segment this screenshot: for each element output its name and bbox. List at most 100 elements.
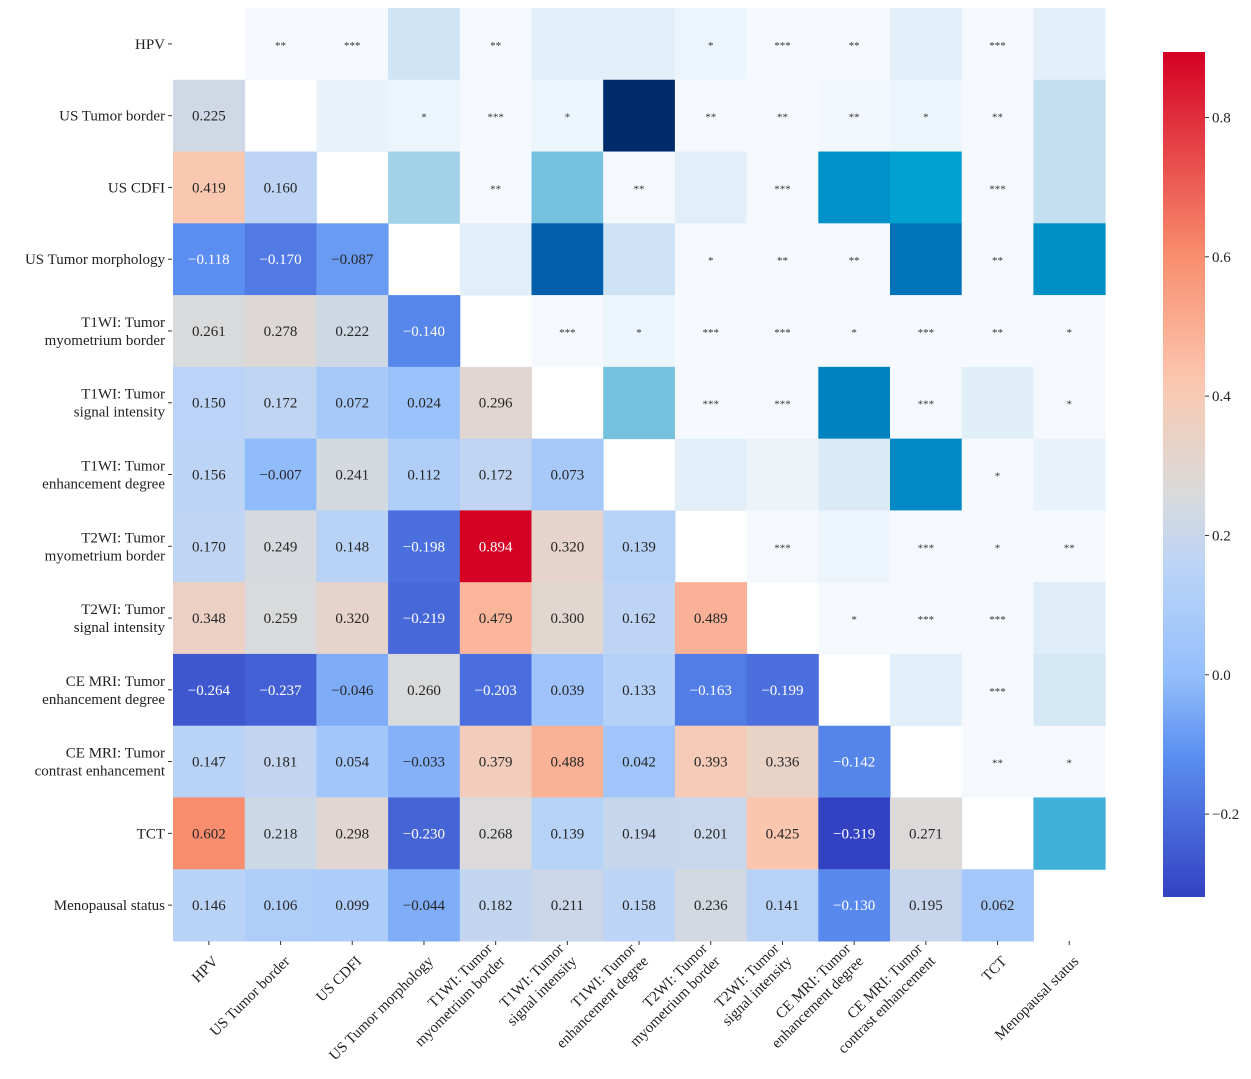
heatmap-cell: [818, 797, 891, 870]
heatmap-cell: [531, 869, 604, 942]
significance-cell: [890, 582, 963, 655]
significance-cell: [961, 438, 1034, 511]
x-tick-label: TCT: [979, 954, 1010, 985]
significance-cell: [890, 151, 963, 224]
heatmap-cell: [388, 438, 461, 511]
cell-value-label: 0.201: [694, 826, 728, 842]
x-tick-label: US Tumor border: [207, 954, 293, 1040]
significance-cell: [603, 79, 676, 153]
cell-value-label: 0.099: [335, 898, 369, 914]
significance-cell: [890, 366, 963, 440]
significance-cell: [674, 295, 748, 368]
heatmap-cell: [746, 797, 819, 870]
significance-cell: [890, 653, 963, 727]
heatmap-cell: [674, 797, 748, 870]
significance-stars: ***: [344, 40, 361, 52]
colorbar: [1163, 52, 1205, 897]
significance-stars: ***: [989, 614, 1006, 626]
heatmap-cell: [388, 510, 461, 583]
significance-cell: [316, 79, 389, 153]
y-tick-label: TCT: [137, 826, 165, 842]
cell-value-label: 0.054: [335, 755, 369, 771]
significance-stars: **: [490, 40, 501, 52]
heatmap-cell: [244, 295, 317, 368]
heatmap-cell: [459, 582, 532, 655]
cell-value-label: 0.479: [479, 611, 513, 627]
significance-cell: [1033, 797, 1106, 870]
significance-stars: *: [995, 542, 1001, 554]
heatmap-cell: [388, 797, 461, 870]
colorbar-tick-label: −0.2: [1212, 807, 1239, 823]
significance-stars: ***: [918, 327, 935, 339]
heatmap-cell: [388, 725, 461, 798]
significance-cell: [890, 510, 963, 583]
significance-stars: ***: [559, 327, 576, 339]
cell-value-label: 0.160: [264, 180, 298, 196]
heatmap-cell: [746, 869, 819, 942]
significance-stars: ***: [918, 542, 935, 554]
significance-cell: [818, 295, 891, 368]
cell-value-label: 0.222: [335, 324, 369, 340]
heatmap-cell: [818, 725, 891, 798]
cell-value-label: 0.181: [264, 755, 298, 771]
cell-value-label: 0.268: [479, 826, 513, 842]
significance-stars: **: [777, 112, 788, 124]
x-tick-label: US CDFI: [313, 954, 365, 1006]
significance-cell: [603, 151, 676, 224]
heatmap-cell: [531, 438, 604, 511]
significance-cell: [818, 438, 891, 511]
cell-value-label: 0.259: [264, 611, 298, 627]
significance-cell: [890, 295, 963, 368]
x-tick-label: T1WI: Tumormyometrium border: [399, 941, 508, 1050]
cell-value-label: 0.072: [335, 396, 369, 412]
cell-value-label: 0.146: [192, 898, 226, 914]
heatmap-cell: [316, 438, 389, 511]
heatmap-cell: [173, 797, 246, 870]
y-tick-label: Menopausal status: [54, 898, 165, 914]
cell-value-label: 0.158: [622, 898, 656, 914]
heatmap-cell: [459, 653, 532, 727]
significance-stars: *: [1067, 758, 1073, 770]
cell-value-label: 0.300: [550, 611, 584, 627]
cell-value-label: 0.139: [550, 826, 584, 842]
significance-stars: *: [565, 112, 571, 124]
cell-value-label: 0.236: [694, 898, 728, 914]
cell-value-label: 0.489: [694, 611, 728, 627]
significance-stars: *: [636, 327, 642, 339]
significance-stars: ***: [989, 183, 1006, 195]
cell-value-label: −0.198: [403, 539, 445, 555]
significance-cell: [388, 8, 461, 81]
heatmap-cell: [746, 725, 819, 798]
significance-cell: [890, 223, 963, 296]
cell-value-label: 0.162: [622, 611, 656, 627]
significance-cell: [1033, 582, 1106, 655]
heatmap-cell: [603, 582, 676, 655]
heatmap-cell: [459, 366, 532, 440]
heatmap-cell: [531, 653, 604, 727]
cell-value-label: 0.024: [407, 396, 441, 412]
significance-stars: ***: [918, 399, 935, 411]
cell-value-label: −0.203: [475, 683, 517, 699]
significance-cell: [674, 223, 748, 296]
significance-cell: [746, 295, 819, 368]
significance-stars: ***: [774, 327, 791, 339]
significance-cell: [603, 295, 676, 368]
significance-cell: [890, 8, 963, 81]
cell-value-label: 0.278: [264, 324, 298, 340]
cell-value-label: −0.237: [259, 683, 302, 699]
y-tick-label: T1WI: Tumor myometrium border: [45, 315, 165, 349]
significance-stars: **: [992, 758, 1003, 770]
heatmap-cell: [244, 582, 317, 655]
cell-value-label: 0.261: [192, 324, 226, 340]
significance-cell: [961, 510, 1034, 583]
cell-value-label: 0.298: [335, 826, 369, 842]
cell-value-label: 0.225: [192, 109, 226, 125]
cell-value-label: 0.195: [909, 898, 943, 914]
cell-value-label: 0.393: [694, 755, 728, 771]
significance-cell: [531, 151, 604, 224]
cell-value-label: 0.073: [550, 468, 584, 484]
cell-value-label: 0.062: [981, 898, 1015, 914]
cell-value-label: 0.133: [622, 683, 656, 699]
significance-stars: *: [708, 255, 714, 267]
cell-value-label: 0.106: [264, 898, 298, 914]
